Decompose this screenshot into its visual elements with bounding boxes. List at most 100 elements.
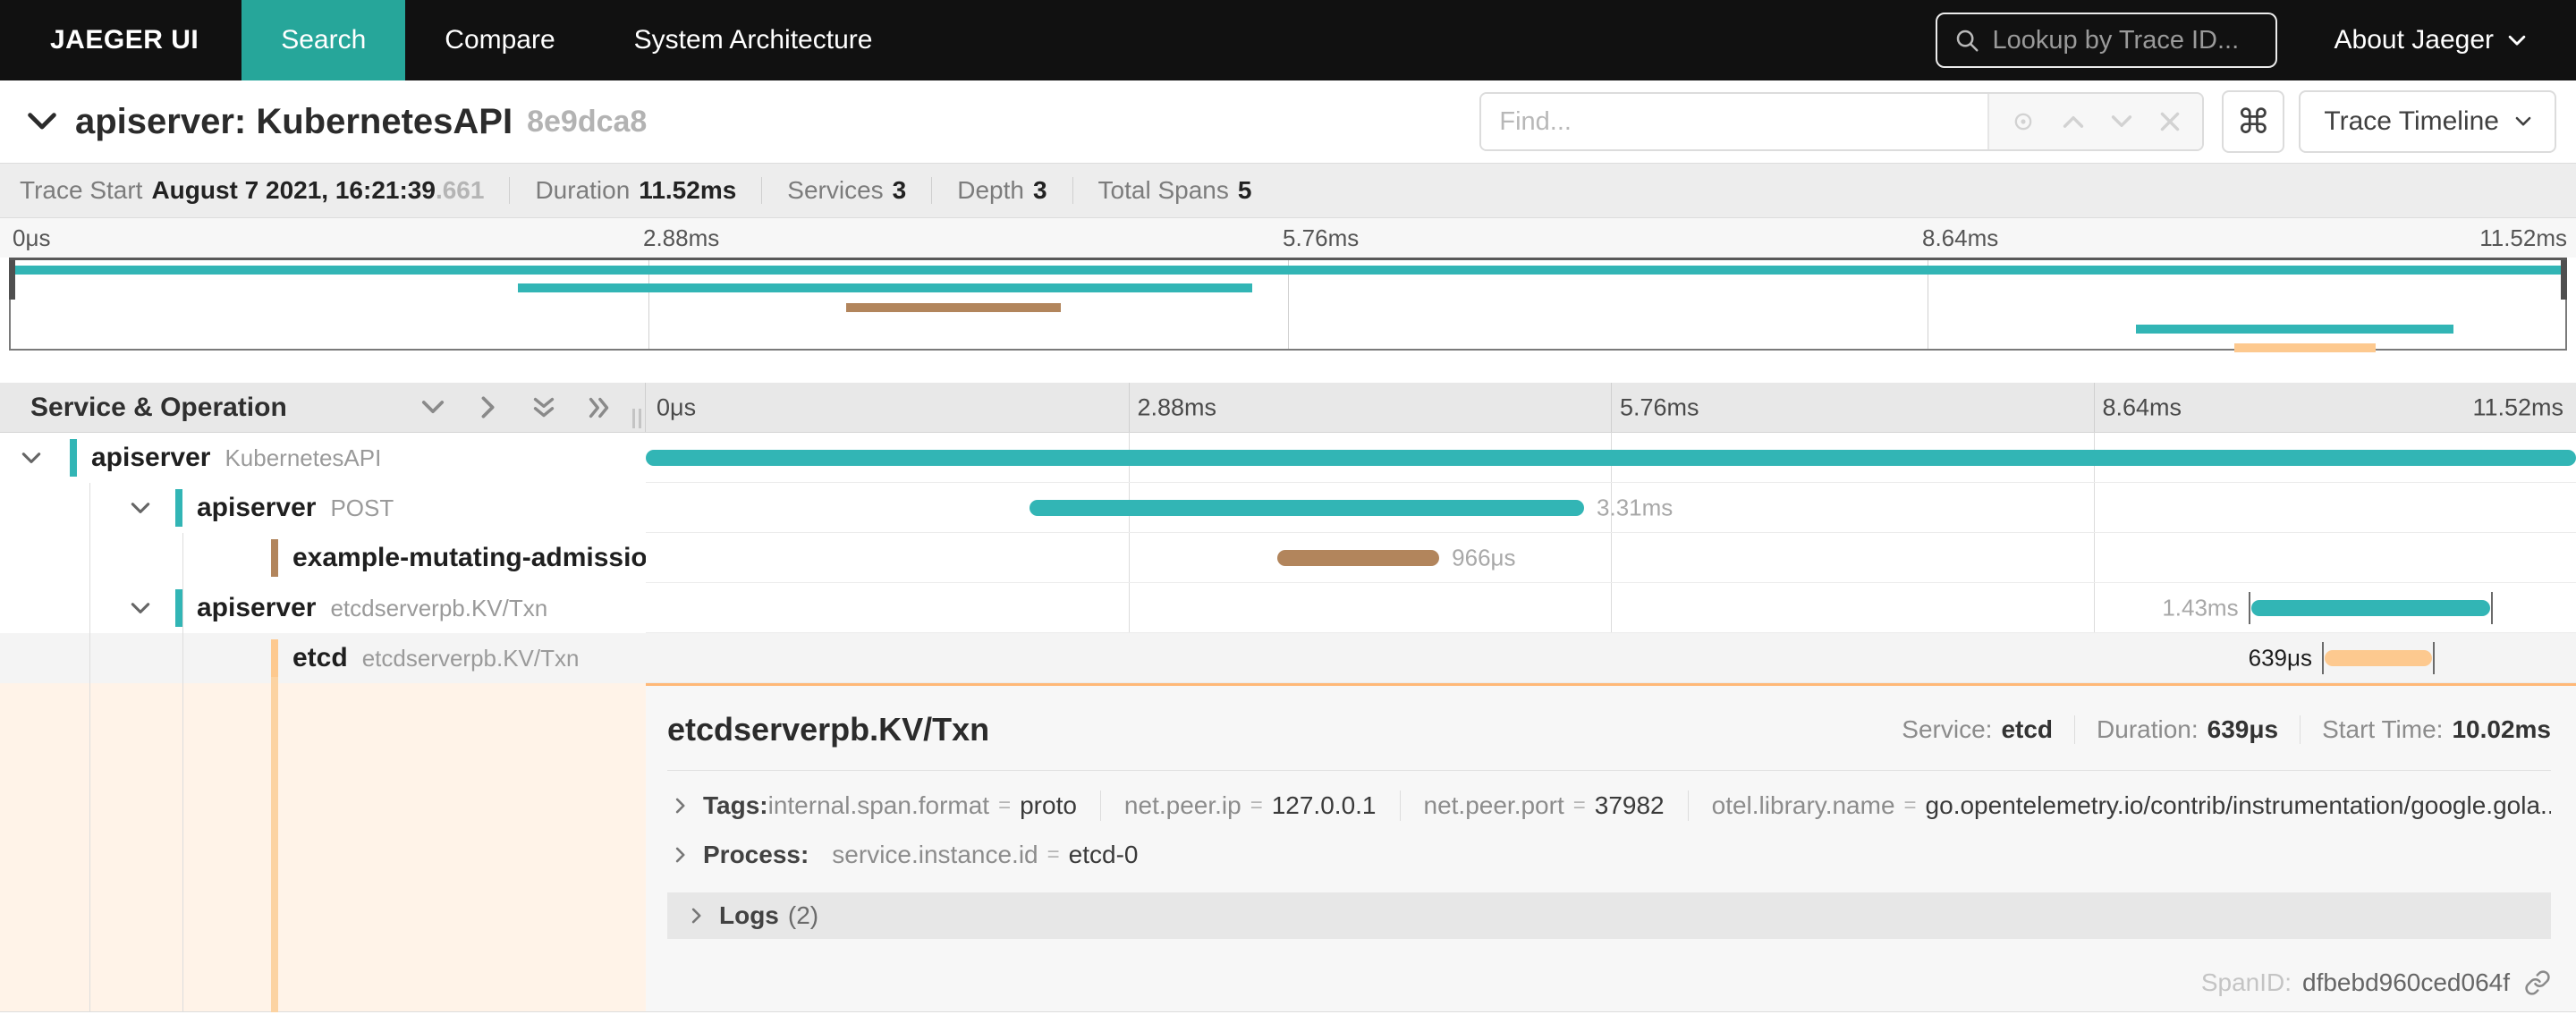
span-bar[interactable]: 3.31ms [1029,494,1673,520]
tag-value: 37982 [1594,791,1665,819]
span-detail-left-fill [0,683,646,1011]
trace-summary-bar: Trace Start August 7 2021, 16:21:39 .661… [0,163,2576,218]
about-jaeger-label: About Jaeger [2334,25,2494,55]
trace-id-lookup[interactable] [1935,13,2277,68]
prev-result-icon[interactable] [2063,114,2084,129]
expand-one-icon[interactable] [481,396,496,419]
next-result-icon[interactable] [2111,114,2132,129]
detail-duration-label: Duration: [2097,715,2199,743]
depth-value: 3 [1032,176,1047,204]
span-duration-label: 639μs [2248,644,2312,671]
span-detail-row: etcdserverpb.KV/Txn Service: etcd Durati… [0,683,2576,1012]
span-bar[interactable]: 966μs [1277,544,1516,571]
chevron-right-icon [689,908,705,924]
span-service-name: etcd [292,643,348,672]
span-duration-label: 1.43ms [2162,594,2239,621]
span-color-chip [271,539,278,577]
span-id-label: SpanID: [2200,968,2292,996]
span-color-chip [175,489,182,527]
tags-label: Tags: [703,791,768,819]
trace-header-bar: apiserver: KubernetesAPI 8e9dca8 [0,80,2576,163]
minimap-tick: 11.52ms [2479,224,2567,251]
minimap-span-bar [517,283,1253,292]
process-value: etcd-0 [1068,841,1139,868]
minimap-span-bar [845,303,1061,312]
minimap-span-bar [2233,343,2377,352]
timeline-tick: 5.76ms [1620,393,1699,420]
nav-item-search[interactable]: Search [242,0,406,80]
tag-item: internal.span.format = proto [767,791,1077,819]
span-service-name: apiserver [197,493,317,522]
detail-start-label: Start Time: [2322,715,2444,743]
keyboard-shortcuts-button[interactable]: ⌘ [2222,90,2285,153]
services-label: Services [787,176,884,204]
trace-minimap[interactable] [9,258,2567,352]
minimap-tick: 2.88ms [643,224,720,251]
span-operation-name: POST [330,494,394,521]
process-item: service.instance.id = etcd-0 [832,841,1139,868]
process-label: Process: [703,841,809,868]
logs-count: (2) [787,901,819,929]
tree-collapse-icon[interactable] [131,602,150,615]
expand-all-icon[interactable] [589,396,610,419]
span-row-apiserver-kubernetesapi[interactable]: apiserver KubernetesAPI [0,433,2576,483]
trace-view-selector[interactable]: Trace Timeline [2299,90,2556,153]
span-bar[interactable]: 1.43ms [2162,591,2494,624]
minimap-right-scrubber[interactable] [2561,260,2567,300]
minimap-tick: 0μs [13,224,51,251]
trace-title: apiserver: KubernetesAPI [75,101,513,141]
nav-item-compare[interactable]: Compare [445,25,555,55]
detail-service-label: Service: [1902,715,1993,743]
timeline-tick: 11.52ms [2472,393,2563,420]
span-row-apiserver-post[interactable]: apiserver POST 3.31ms [0,483,2576,533]
span-service-name: apiserver [91,443,211,472]
tag-item: otel.library.name = go.opentelemetry.io/co… [1712,791,2551,820]
collapse-trace-icon[interactable] [27,112,57,131]
collapse-one-icon[interactable] [532,397,555,418]
column-resize-handle[interactable] [632,409,641,428]
span-id-value: dfbebd960ced064f [2302,968,2510,996]
tag-key: net.peer.ip [1123,791,1241,819]
app-brand: JAEGER UI [50,25,199,55]
process-key: service.instance.id [832,841,1038,868]
trace-start-label: Trace Start [20,176,143,204]
total-spans-value: 5 [1237,176,1252,204]
find-input[interactable] [1481,94,1988,149]
trace-id-input[interactable] [1992,25,2259,55]
link-icon[interactable] [2524,969,2551,996]
span-bar[interactable]: 639μs [2249,641,2435,674]
span-bar[interactable] [646,449,2576,466]
about-jaeger-menu[interactable]: About Jaeger [2334,25,2526,55]
logs-expander[interactable]: Logs (2) [667,892,2551,939]
chevron-down-icon [2515,116,2531,126]
find-bar [1479,92,2205,151]
tag-value: proto [1020,791,1077,819]
clear-search-icon[interactable] [2159,111,2181,132]
span-row-webhook[interactable]: example-mutating-admission-webhook... 96… [0,533,2576,583]
tag-key: otel.library.name [1711,791,1895,819]
process-expander[interactable]: Process: service.instance.id = etcd-0 [667,841,2551,869]
timeline-body: apiserver KubernetesAPI apiserver POST 3… [0,433,2576,1023]
span-id-row: SpanID: dfbebd960ced064f [667,968,2551,997]
tag-key: internal.span.format [767,791,990,819]
collapse-all-icon[interactable] [421,400,445,415]
minimap-span-bar [9,266,2567,275]
minimap-tick: 5.76ms [1283,224,1360,251]
tag-key: net.peer.port [1423,791,1564,819]
tree-collapse-icon[interactable] [21,452,41,465]
total-spans-label: Total Spans [1097,176,1229,204]
focus-match-icon[interactable] [2011,109,2036,134]
tree-collapse-icon[interactable] [131,502,150,515]
nav-item-system-architecture[interactable]: System Architecture [633,25,873,55]
span-row-apiserver-etcd-txn[interactable]: apiserver etcdserverpb.KV/Txn 1.43ms [0,583,2576,633]
minimap-left-scrubber[interactable] [9,260,15,300]
chevron-right-icon [673,798,689,814]
tags-expander[interactable]: Tags: internal.span.format = proto net.pee… [667,790,2551,821]
span-row-etcd-txn[interactable]: etcd etcdserverpb.KV/Txn 639μs [0,633,2576,683]
tag-value: go.opentelemetry.io/contrib/instrumentat… [1925,791,2551,819]
span-color-chip [271,639,278,677]
search-icon [1956,30,1979,52]
tag-item: net.peer.port = 37982 [1423,791,1665,819]
span-color-chip [175,589,182,627]
trace-id-short: 8e9dca8 [527,104,648,139]
